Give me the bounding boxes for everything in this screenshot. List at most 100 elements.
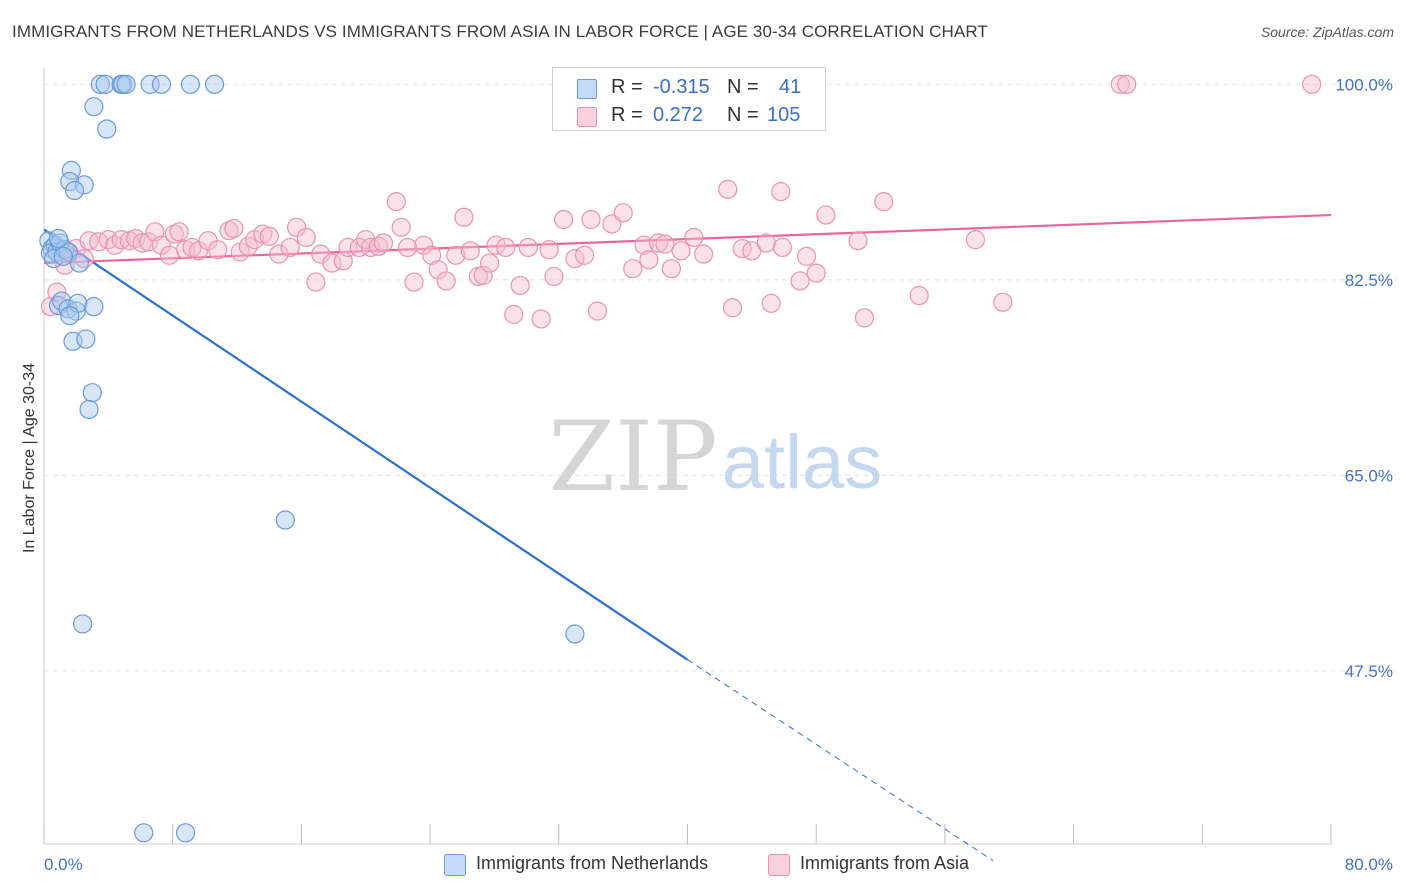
y-axis-label: In Labor Force | Age 30-34: [21, 363, 38, 553]
bottom-legend-netherlands: Immigrants from Netherlands: [444, 852, 744, 878]
asia-point-74: [613, 203, 633, 223]
asia-point-102: [1110, 74, 1130, 94]
asia-point-97: [854, 308, 875, 328]
asia-point-31: [259, 226, 279, 246]
netherlands-point-13: [52, 291, 72, 311]
asia-point-96: [848, 231, 868, 251]
asia-point-77: [639, 250, 659, 270]
watermark-atlas: atlas: [722, 420, 883, 505]
asia-point-79: [655, 234, 675, 254]
asia-point-66: [539, 240, 559, 260]
netherlands-point-37: [204, 74, 225, 94]
asia-point-6: [79, 231, 99, 251]
netherlands-point-10: [53, 246, 73, 266]
netherlands-point-27: [84, 97, 104, 117]
asia-point-99: [909, 285, 929, 306]
netherlands-point-34: [140, 74, 160, 94]
source-credit: Source: ZipAtlas.com: [1260, 24, 1394, 40]
asia-point-34: [286, 217, 307, 237]
asia-point-71: [581, 209, 601, 230]
netherlands-point-30: [95, 74, 115, 94]
asia-point-17: [159, 245, 180, 265]
netherlands-r-label: R =: [611, 76, 643, 98]
netherlands-swatch: [577, 79, 597, 99]
asia-point-49: [404, 272, 424, 292]
legend-row-netherlands: R = -0.315 N = 41: [553, 74, 825, 100]
asia-point-90: [771, 181, 791, 202]
asia-point-85: [722, 298, 743, 318]
netherlands-point-11: [69, 253, 89, 273]
asia-point-46: [386, 192, 406, 212]
y-tick-label-2: 65.0%: [1345, 466, 1393, 485]
bottom-netherlands-label: Immigrants from Netherlands: [476, 853, 709, 873]
netherlands-point-41: [134, 823, 154, 843]
asia-point-95: [816, 205, 836, 225]
asia-point-63: [510, 275, 530, 296]
asia-r-label: R =: [611, 104, 643, 126]
netherlands-point-39: [73, 614, 93, 634]
netherlands-point-28: [97, 119, 117, 139]
asia-point-43: [360, 237, 381, 258]
asia-point-58: [473, 265, 493, 285]
asia-n-value: 105: [767, 104, 801, 126]
asia-point-52: [428, 260, 448, 280]
asia-point-40: [338, 237, 358, 258]
legend-row-asia: R = 0.272 N = 105: [553, 102, 825, 128]
netherlands-point-29: [90, 74, 110, 94]
data-points: [39, 74, 1322, 843]
chart-title: IMMIGRANTS FROM NETHERLANDS VS IMMIGRANT…: [12, 22, 988, 41]
asia-point-80: [661, 259, 682, 279]
asia-point-54: [446, 245, 466, 265]
netherlands-trend-line: [43, 228, 689, 661]
bottom-legend-asia: Immigrants from Asia: [768, 852, 1008, 878]
asia-point-65: [531, 309, 551, 329]
asia-swatch: [577, 107, 597, 127]
y-tick-label-0: 100.0%: [1335, 75, 1393, 94]
netherlands-point-42: [175, 823, 196, 843]
asia-point-50: [414, 235, 434, 255]
asia-n-label: N =: [727, 104, 759, 126]
asia-point-101: [993, 292, 1013, 312]
trend-lines: [43, 213, 1332, 862]
asia-point-53: [436, 271, 456, 291]
asia-point-98: [874, 192, 894, 212]
netherlands-n-value: 41: [779, 76, 802, 98]
bottom-netherlands-swatch: [444, 854, 466, 876]
netherlands-point-18: [60, 305, 80, 326]
asia-point-19: [169, 222, 189, 242]
watermark-zip: ZIP: [548, 401, 717, 513]
netherlands-point-36: [180, 74, 200, 94]
netherlands-point-26: [64, 180, 85, 201]
netherlands-point-20: [76, 329, 96, 349]
netherlands-point-38: [275, 510, 295, 530]
netherlands-n-label: N =: [727, 76, 759, 98]
netherlands-point-17: [84, 297, 104, 317]
bottom-asia-swatch: [768, 854, 790, 876]
asia-point-10: [111, 230, 131, 250]
x-tick-label-1: 80.0%: [1345, 855, 1393, 874]
netherlands-trend-extension: [687, 659, 994, 862]
asia-point-36: [306, 272, 326, 292]
asia-point-62: [504, 304, 524, 325]
grid-lines: [44, 83, 1396, 672]
asia-r-value: 0.272: [653, 104, 704, 126]
asia-point-22: [188, 241, 209, 261]
asia-point-93: [796, 246, 817, 266]
axes: [43, 68, 1332, 845]
asia-point-56: [460, 241, 480, 261]
netherlands-point-40: [565, 624, 585, 644]
asia-point-100: [965, 230, 986, 250]
x-tick-label-0: 0.0%: [44, 855, 83, 874]
asia-point-94: [806, 263, 826, 283]
netherlands-point-7: [55, 240, 75, 260]
netherlands-point-9: [48, 228, 69, 249]
asia-point-76: [634, 235, 654, 255]
asia-trend-line: [43, 213, 1332, 265]
asia-point-103: [1117, 74, 1137, 94]
netherlands-point-33: [116, 74, 136, 94]
netherlands-point-35: [151, 74, 172, 94]
asia-point-82: [684, 227, 704, 247]
netherlands-point-21: [82, 383, 102, 403]
asia-point-59: [480, 253, 500, 273]
